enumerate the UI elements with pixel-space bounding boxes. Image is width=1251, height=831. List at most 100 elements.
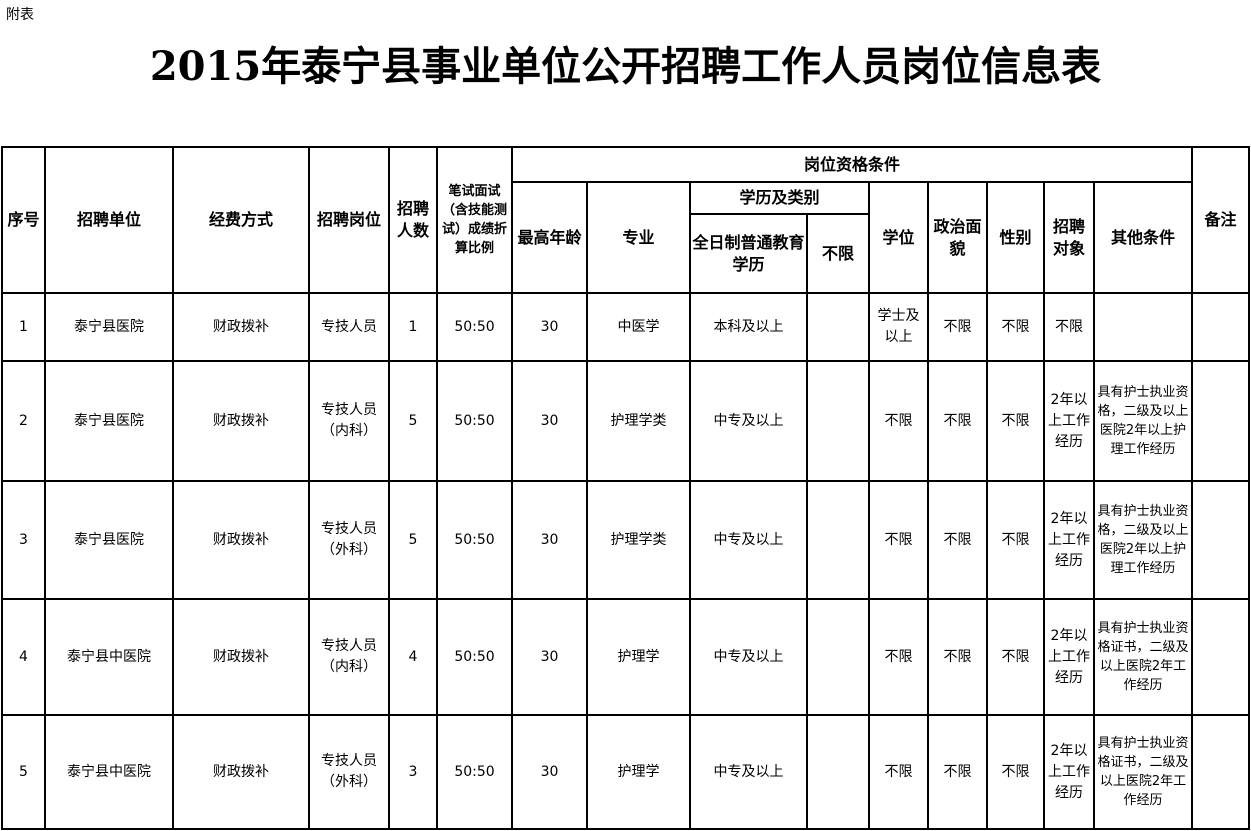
cell-max-age: 30 — [511, 598, 588, 716]
header-max-age: 最高年龄 — [511, 181, 588, 294]
cell-unit: 泰宁县中医院 — [44, 714, 174, 830]
cell-other: 具有护士执业资格，二级及以上医院2年以上护理工作经历 — [1093, 480, 1193, 600]
cell-fulltime: 本科及以上 — [689, 292, 808, 362]
cell-other: 具有护士执业资格证书，二级及以上医院2年工作经历 — [1093, 598, 1193, 716]
cell-target: 2年以上工作经历 — [1043, 714, 1095, 830]
cell-major: 护理学类 — [586, 480, 691, 600]
cell-seq: 1 — [1, 292, 46, 362]
cell-count: 5 — [388, 480, 438, 600]
cell-position: 专技人员 — [308, 292, 390, 362]
cell-position: 专技人员（外科） — [308, 480, 390, 600]
cell-count: 4 — [388, 598, 438, 716]
cell-target: 2年以上工作经历 — [1043, 480, 1095, 600]
cell-gender: 不限 — [986, 360, 1045, 482]
cell-seq: 3 — [1, 480, 46, 600]
cell-target: 不限 — [1043, 292, 1095, 362]
cell-funding: 财政拨补 — [172, 292, 310, 362]
cell-unit: 泰宁县医院 — [44, 480, 174, 600]
cell-ratio: 50:50 — [436, 714, 513, 830]
cell-max-age: 30 — [511, 360, 588, 482]
cell-gender: 不限 — [986, 292, 1045, 362]
table-header: 序号 招聘单位 经费方式 招聘岗位 招聘人数 笔试面试（含技能测试）成绩折算比例… — [1, 146, 1250, 294]
cell-fulltime: 中专及以上 — [689, 598, 808, 716]
positions-table: 序号 招聘单位 经费方式 招聘岗位 招聘人数 笔试面试（含技能测试）成绩折算比例… — [1, 146, 1250, 830]
cell-major: 护理学 — [586, 598, 691, 716]
cell-political: 不限 — [927, 598, 988, 716]
cell-fulltime: 中专及以上 — [689, 714, 808, 830]
cell-major: 中医学 — [586, 292, 691, 362]
cell-major: 护理学类 — [586, 360, 691, 482]
cell-fulltime: 中专及以上 — [689, 480, 808, 600]
cell-remarks — [1191, 598, 1250, 716]
cell-major: 护理学 — [586, 714, 691, 830]
cell-gender: 不限 — [986, 714, 1045, 830]
cell-remarks — [1191, 714, 1250, 830]
cell-max-age: 30 — [511, 480, 588, 600]
table-body: 1 泰宁县医院 财政拨补 专技人员 1 50:50 30 中医学 本科及以上 学… — [1, 292, 1250, 830]
table-row: 4 泰宁县中医院 财政拨补 专技人员（内科） 4 50:50 30 护理学 中专… — [1, 598, 1250, 716]
header-funding: 经费方式 — [172, 146, 310, 294]
cell-political: 不限 — [927, 360, 988, 482]
cell-ratio: 50:50 — [436, 292, 513, 362]
cell-seq: 2 — [1, 360, 46, 482]
table-row: 2 泰宁县医院 财政拨补 专技人员（内科） 5 50:50 30 护理学类 中专… — [1, 360, 1250, 482]
attachment-note: 附表 — [6, 7, 34, 23]
cell-ratio: 50:50 — [436, 480, 513, 600]
cell-degree: 学士及以上 — [868, 292, 929, 362]
cell-other: 具有护士执业资格，二级及以上医院2年以上护理工作经历 — [1093, 360, 1193, 482]
cell-unlimited — [806, 598, 870, 716]
header-unlimited: 不限 — [806, 213, 870, 294]
cell-unit: 泰宁县医院 — [44, 292, 174, 362]
cell-ratio: 50:50 — [436, 598, 513, 716]
cell-unlimited — [806, 480, 870, 600]
cell-unlimited — [806, 360, 870, 482]
cell-political: 不限 — [927, 292, 988, 362]
cell-position: 专技人员（内科） — [308, 360, 390, 482]
cell-gender: 不限 — [986, 480, 1045, 600]
header-target: 招聘对象 — [1043, 181, 1095, 294]
header-major: 专业 — [586, 181, 691, 294]
header-political: 政治面貌 — [927, 181, 988, 294]
cell-degree: 不限 — [868, 360, 929, 482]
cell-political: 不限 — [927, 714, 988, 830]
cell-degree: 不限 — [868, 714, 929, 830]
header-remarks: 备注 — [1191, 146, 1250, 294]
cell-degree: 不限 — [868, 480, 929, 600]
cell-seq: 4 — [1, 598, 46, 716]
header-other: 其他条件 — [1093, 181, 1193, 294]
cell-position: 专技人员（外科） — [308, 714, 390, 830]
cell-other — [1093, 292, 1193, 362]
cell-degree: 不限 — [868, 598, 929, 716]
header-ratio: 笔试面试（含技能测试）成绩折算比例 — [436, 146, 513, 294]
cell-count: 5 — [388, 360, 438, 482]
header-unit: 招聘单位 — [44, 146, 174, 294]
cell-target: 2年以上工作经历 — [1043, 360, 1095, 482]
header-education: 学历及类别 — [689, 181, 870, 215]
cell-funding: 财政拨补 — [172, 714, 310, 830]
cell-count: 3 — [388, 714, 438, 830]
cell-remarks — [1191, 360, 1250, 482]
cell-max-age: 30 — [511, 714, 588, 830]
cell-max-age: 30 — [511, 292, 588, 362]
cell-remarks — [1191, 292, 1250, 362]
cell-funding: 财政拨补 — [172, 480, 310, 600]
table-row: 1 泰宁县医院 财政拨补 专技人员 1 50:50 30 中医学 本科及以上 学… — [1, 292, 1250, 362]
cell-unlimited — [806, 714, 870, 830]
header-seq: 序号 — [1, 146, 46, 294]
cell-other: 具有护士执业资格证书，二级及以上医院2年工作经历 — [1093, 714, 1193, 830]
cell-seq: 5 — [1, 714, 46, 830]
header-qualifications: 岗位资格条件 — [511, 146, 1193, 183]
cell-remarks — [1191, 480, 1250, 600]
cell-target: 2年以上工作经历 — [1043, 598, 1095, 716]
header-degree: 学位 — [868, 181, 929, 294]
cell-fulltime: 中专及以上 — [689, 360, 808, 482]
cell-gender: 不限 — [986, 598, 1045, 716]
cell-funding: 财政拨补 — [172, 598, 310, 716]
table-row: 3 泰宁县医院 财政拨补 专技人员（外科） 5 50:50 30 护理学类 中专… — [1, 480, 1250, 600]
header-fulltime: 全日制普通教育学历 — [689, 213, 808, 294]
cell-unlimited — [806, 292, 870, 362]
header-count: 招聘人数 — [388, 146, 438, 294]
cell-unit: 泰宁县医院 — [44, 360, 174, 482]
page-title: 2015年泰宁县事业单位公开招聘工作人员岗位信息表 — [149, 43, 1102, 90]
header-gender: 性别 — [986, 181, 1045, 294]
